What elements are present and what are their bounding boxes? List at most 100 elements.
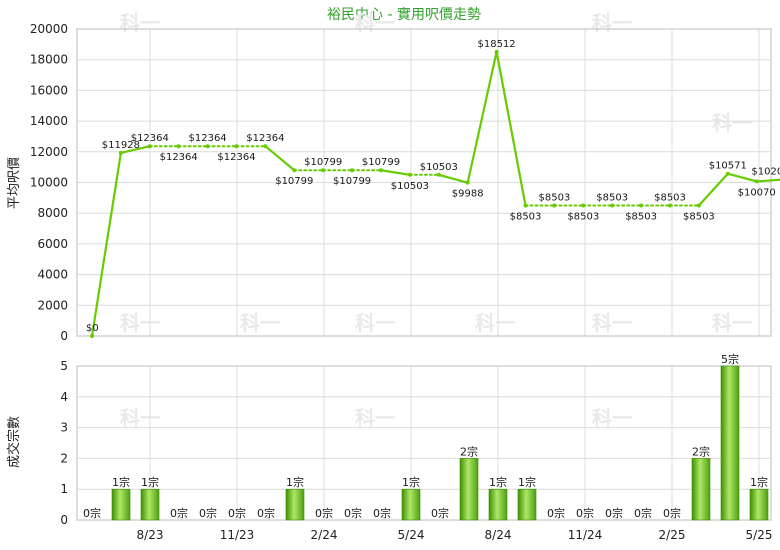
volume-axis-title: 成交宗數 — [6, 416, 22, 468]
price-data-label: $10799 — [333, 176, 371, 187]
watermark-text: 科一 — [355, 311, 395, 335]
price-labels: $0$11928$12364$12364$12364$12364$12364$1… — [86, 39, 780, 334]
price-point — [725, 171, 730, 176]
price-data-label: $10571 — [709, 161, 747, 172]
x-tick-label: 8/24 — [485, 528, 512, 542]
price-data-label: $12364 — [189, 133, 227, 144]
watermark-text: 科一 — [120, 406, 160, 430]
price-point — [436, 172, 441, 177]
price-point — [610, 203, 615, 208]
price-point — [465, 180, 470, 185]
volume-y-tick-label: 3 — [60, 421, 68, 435]
watermark-text: 科一 — [592, 406, 632, 430]
price-line-segment — [90, 151, 123, 338]
volume-data-label: 2宗 — [692, 444, 710, 458]
price-point — [379, 168, 383, 173]
x-tick-label: 8/23 — [137, 528, 164, 542]
volume-data-label: 1宗 — [141, 475, 159, 489]
price-data-label: $12364 — [131, 133, 169, 144]
price-point — [754, 179, 759, 184]
price-point — [90, 334, 94, 338]
price-data-label: $10503 — [420, 162, 458, 173]
price-point — [321, 168, 326, 173]
price-y-tick-label: 12000 — [30, 145, 68, 159]
watermark-text: 科一 — [120, 311, 160, 335]
volume-data-label: 0宗 — [576, 506, 594, 520]
volume-data-label: 0宗 — [257, 506, 275, 520]
watermark-text: 科一 — [120, 11, 160, 35]
price-point — [668, 203, 672, 208]
watermark-text: 科一 — [355, 11, 395, 35]
volume-data-label: 0宗 — [83, 506, 101, 520]
volume-data-label: 0宗 — [547, 506, 565, 520]
price-point — [263, 144, 268, 149]
price-data-label: $8503 — [510, 211, 542, 222]
price-y-tick-label: 6000 — [37, 237, 68, 251]
price-line-segment — [495, 50, 527, 207]
price-y-tick-label: 20000 — [30, 22, 68, 36]
volume-labels: 0宗 1宗 1宗 0宗 0宗 0宗 0宗 1宗 0宗 0宗 0宗 1宗 0宗 2宗 1宗 1宗 0宗 0宗 0宗 0宗… — [83, 352, 768, 520]
price-point — [639, 203, 644, 208]
price-axis: 0 2000 4000 6000 8000 10000 12000 14000 16000 180… — [30, 22, 68, 343]
volume-data-label: 0宗 — [431, 506, 449, 520]
volume-y-tick-label: 2 — [60, 451, 68, 465]
volume-data-label: 0宗 — [373, 506, 391, 520]
volume-data-label: 0宗 — [228, 506, 246, 520]
volume-data-label: 0宗 — [315, 506, 333, 520]
price-data-label: $8503 — [567, 211, 599, 222]
volume-data-label: 1宗 — [518, 475, 536, 489]
price-point — [696, 203, 701, 208]
chart-title: 裕民中心 - 實用呎價走勢 — [327, 6, 481, 23]
price-data-label: $0 — [86, 323, 99, 334]
volume-bar — [140, 488, 160, 521]
volume-bars — [111, 365, 769, 521]
volume-data-label: 0宗 — [344, 506, 362, 520]
price-data-label: $8503 — [538, 192, 570, 203]
price-line-segment — [119, 145, 151, 155]
volume-grid — [76, 365, 772, 521]
volume-data-label: 1宗 — [489, 475, 507, 489]
volume-bar — [401, 488, 421, 521]
volume-bar — [488, 488, 508, 521]
price-data-label: $10204 — [751, 166, 780, 177]
price-point — [350, 168, 355, 173]
x-tick-label: 2/24 — [311, 528, 338, 542]
price-line-segment — [697, 172, 729, 207]
volume-y-tick-label: 5 — [60, 359, 68, 373]
price-point — [205, 144, 210, 149]
volume-data-label: 1宗 — [402, 475, 420, 489]
volume-data-label: 1宗 — [112, 475, 130, 489]
price-data-label: $8503 — [654, 192, 686, 203]
x-tick-label: 2/25 — [659, 528, 686, 542]
x-tick-label: 5/25 — [746, 528, 773, 542]
price-line-segment — [379, 169, 411, 176]
volume-bar — [285, 488, 305, 521]
watermark-text: 科一 — [355, 406, 395, 430]
price-y-tick-label: 8000 — [37, 206, 68, 220]
volume-data-label: 0宗 — [170, 506, 188, 520]
volume-y-tick-label: 4 — [60, 390, 68, 404]
price-y-tick-label: 0 — [60, 329, 68, 343]
volume-bar — [459, 458, 479, 521]
volume-data-label: 5宗 — [721, 352, 739, 366]
watermark-text: 科一 — [592, 11, 632, 35]
price-y-tick-label: 10000 — [30, 176, 68, 190]
price-y-tick-label: 2000 — [37, 298, 68, 312]
price-data-label: $10070 — [738, 187, 776, 198]
price-line-segment — [437, 173, 469, 184]
price-data-label: $8503 — [625, 211, 657, 222]
price-point — [494, 49, 499, 54]
volume-bar — [749, 488, 769, 521]
price-point — [407, 172, 412, 177]
watermark-text: 科一 — [240, 311, 280, 335]
price-data-label: $11928 — [102, 140, 140, 151]
volume-data-label: 0宗 — [663, 506, 681, 520]
volume-y-tick-label: 1 — [60, 482, 68, 496]
price-data-label: $10799 — [304, 157, 342, 168]
price-data-label: $9988 — [452, 189, 484, 200]
price-point — [118, 150, 123, 155]
price-data-label: $12364 — [246, 133, 284, 144]
price-point — [234, 144, 239, 149]
